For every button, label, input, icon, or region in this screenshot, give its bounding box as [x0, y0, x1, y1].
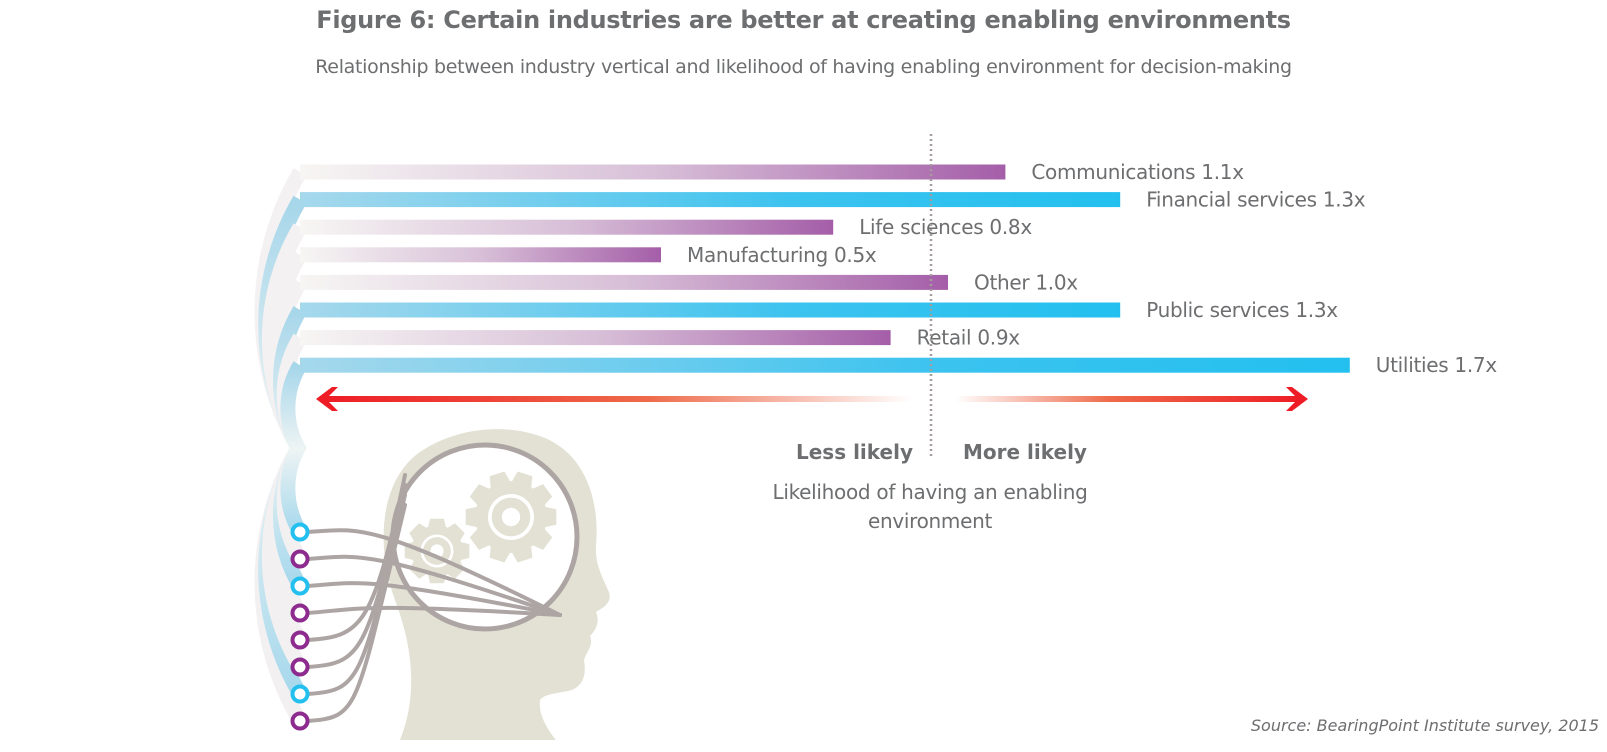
wire-manufacturing	[306, 473, 407, 642]
bar-utilities	[300, 357, 1350, 373]
node-circle-retail	[290, 549, 310, 569]
wire-utilities	[306, 528, 562, 617]
wire-public-services	[306, 581, 562, 617]
arcs-layer	[254, 168, 307, 725]
arrow-left-head-icon	[316, 387, 338, 411]
chart-subtitle: Relationship between industry vertical a…	[315, 56, 1292, 78]
node-circle-financial-services	[290, 684, 310, 704]
head-illustration	[290, 429, 610, 740]
arrow-left-shaft	[322, 396, 912, 402]
bar-other	[300, 274, 948, 290]
node-circle-other	[290, 603, 310, 623]
bar-label-communications: Communications 1.1x	[1031, 160, 1244, 184]
chart-title: Figure 6: Certain industries are better …	[316, 6, 1291, 34]
node-circle-public-services	[290, 576, 310, 596]
bar-label-manufacturing: Manufacturing 0.5x	[687, 243, 877, 267]
large-gear-icon	[465, 471, 557, 563]
bar-label-life-sciences: Life sciences 0.8x	[859, 215, 1032, 239]
more-likely-label: More likely	[963, 440, 1087, 464]
bars-layer: Communications 1.1x Financial services 1.…	[300, 160, 1498, 377]
bar-label-public-services: Public services 1.3x	[1146, 298, 1338, 322]
wire-life-sciences	[306, 483, 407, 669]
bar-label-retail: Retail 0.9x	[917, 326, 1021, 350]
bar-life-sciences	[300, 219, 834, 235]
bar-retail	[300, 330, 891, 346]
wire-financial-services	[306, 493, 407, 696]
node-circle-communications	[290, 711, 310, 731]
bar-label-other: Other 1.0x	[974, 270, 1078, 294]
wire-other	[306, 605, 562, 617]
node-circle-manufacturing	[290, 630, 310, 650]
wire-retail	[306, 554, 562, 617]
likelihood-arrow	[316, 387, 1308, 411]
arrow-right-head-icon	[1286, 387, 1308, 411]
small-gear-icon	[404, 518, 470, 584]
node-circle-utilities	[290, 522, 310, 542]
x-axis-title: Likelihood of having an enabling environ…	[772, 480, 1088, 533]
bar-manufacturing	[300, 247, 661, 263]
bar-public-services	[300, 302, 1121, 318]
bar-label-utilities: Utilities 1.7x	[1376, 353, 1498, 377]
arrow-right-shaft	[955, 396, 1300, 402]
bar-communications	[300, 164, 1006, 180]
wire-communications	[306, 503, 407, 723]
bar-financial-services	[300, 192, 1121, 208]
arc-utilities	[280, 361, 307, 536]
less-likely-label: Less likely	[796, 440, 914, 464]
bar-label-financial-services: Financial services 1.3x	[1146, 188, 1366, 212]
source-note: Source: BearingPoint Institute survey, 2…	[1250, 716, 1599, 735]
node-circle-life-sciences	[290, 657, 310, 677]
